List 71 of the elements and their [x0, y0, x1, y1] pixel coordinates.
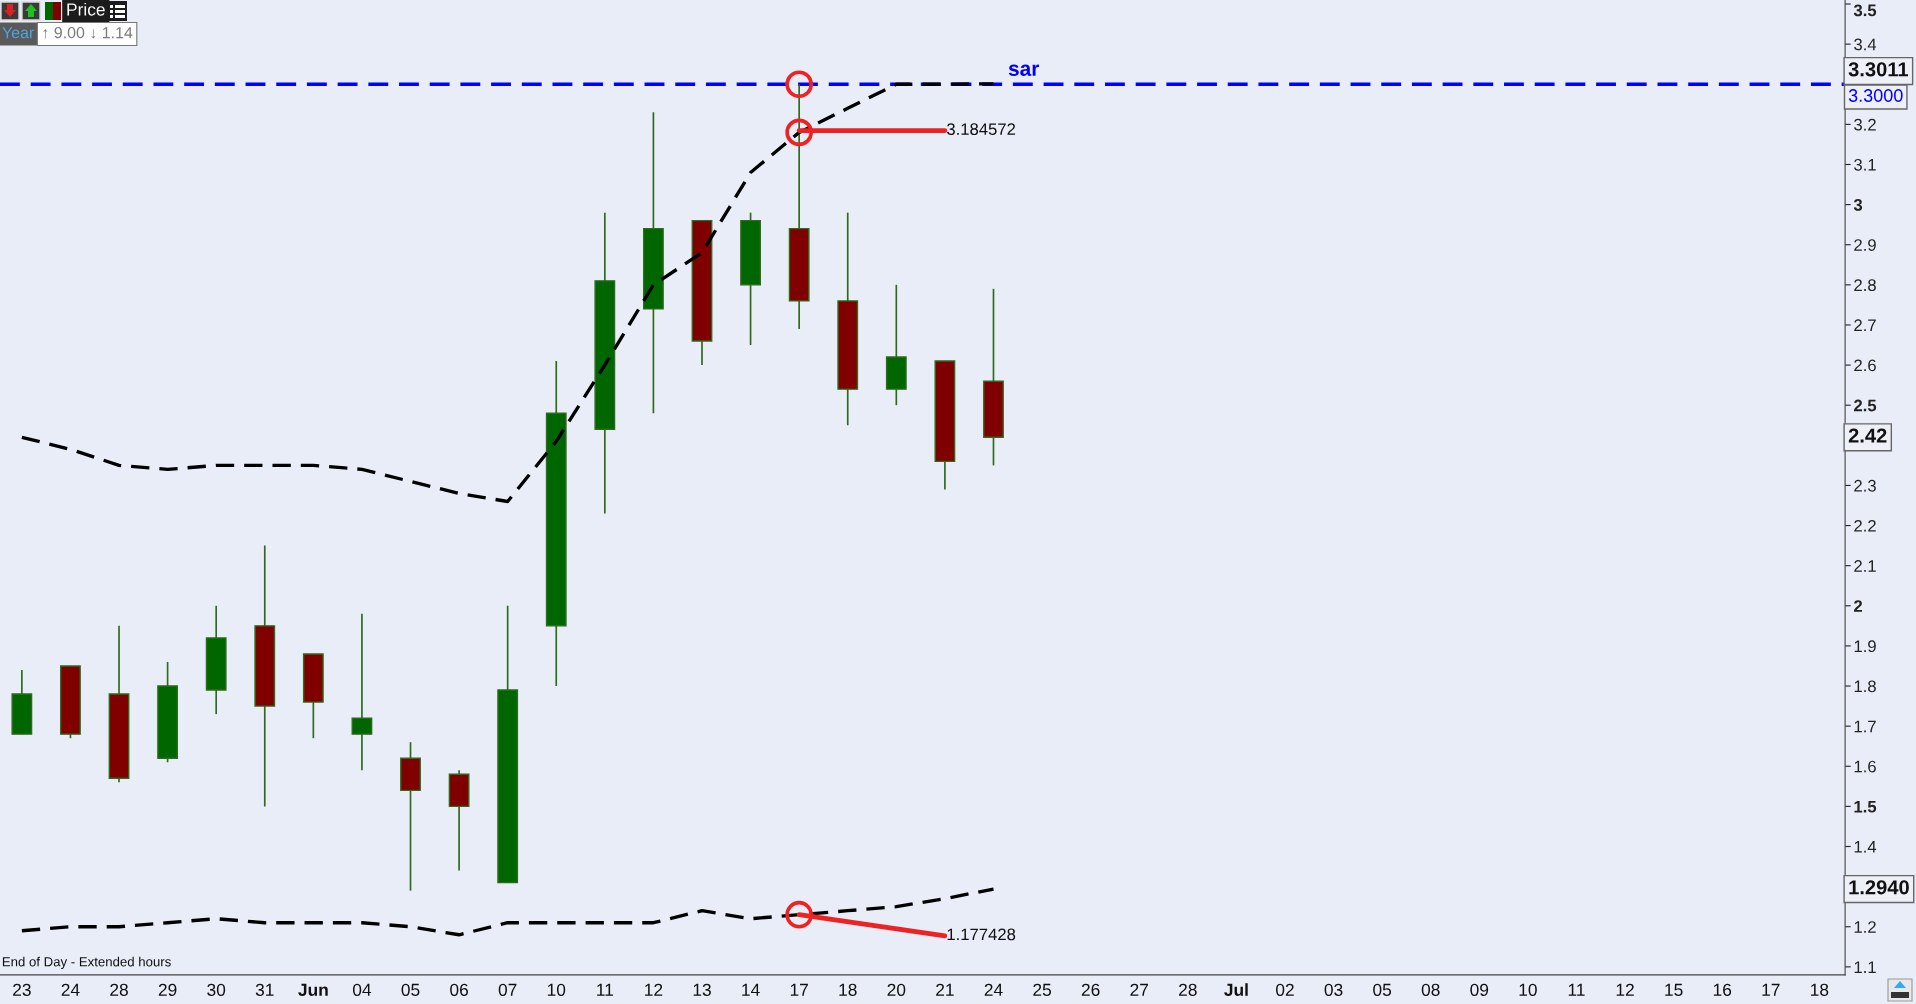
y-tick-label: 2 — [1854, 600, 1863, 612]
x-tick-label: 18 — [839, 983, 857, 996]
text: 3.3011 — [1848, 62, 1909, 77]
y-tick-label: 3.1 — [1854, 158, 1876, 171]
text: 1.2940 — [1849, 880, 1909, 895]
y-tick-label: 1.6 — [1854, 760, 1876, 773]
x-tick-label: 15 — [1665, 983, 1683, 996]
x-tick-label: 02 — [1275, 983, 1294, 996]
x-tick-label: 31 — [255, 983, 274, 996]
x-tick-label: Jun — [298, 983, 328, 996]
y-tick-label: 2.6 — [1854, 359, 1876, 372]
x-tick-label: 12 — [645, 983, 663, 996]
x-tick-label: 30 — [207, 983, 226, 996]
x-tick-label: 11 — [597, 983, 613, 996]
annotation: ↑ 9.00 ↓ 1.14 — [43, 26, 133, 39]
x-tick-label: 09 — [1470, 983, 1489, 996]
x-tick-label: 12 — [1616, 983, 1634, 996]
annotation: Year — [2, 27, 35, 39]
text: 3.3000 — [1848, 89, 1903, 102]
y-tick-label: 2.3 — [1854, 479, 1876, 492]
x-tick-label: 21 — [936, 983, 954, 996]
x-tick-label: 29 — [158, 983, 177, 996]
x-tick-label: 18 — [1811, 983, 1829, 996]
y-tick-label: 1.8 — [1854, 680, 1876, 693]
x-tick-label: 05 — [401, 983, 420, 996]
x-tick-label: 08 — [1421, 983, 1440, 996]
x-tick-label: 14 — [742, 983, 760, 996]
x-tick-label: 20 — [887, 983, 906, 996]
y-tick-label: 3.4 — [1854, 38, 1877, 51]
text: 2.42 — [1848, 428, 1887, 443]
y-tick-label: 2.9 — [1854, 239, 1876, 251]
chart-title: Price — [67, 2, 105, 16]
x-tick-label: Jul — [1224, 983, 1248, 996]
x-tick-label: 23 — [13, 983, 31, 996]
x-tick-label: 24 — [984, 983, 1003, 996]
x-tick-label: 25 — [1033, 983, 1051, 996]
y-tick-label: 1.9 — [1854, 640, 1876, 653]
x-tick-label: 26 — [1081, 983, 1100, 996]
y-tick-label: 2.7 — [1854, 319, 1876, 331]
x-tick-label: 28 — [1179, 983, 1197, 996]
x-tick-label: 10 — [547, 983, 566, 996]
x-tick-label: 27 — [1130, 983, 1149, 996]
x-tick-label: 24 — [61, 983, 80, 996]
x-tick-label: 13 — [693, 983, 711, 996]
x-tick-label: 17 — [790, 983, 808, 996]
x-tick-label: 05 — [1373, 983, 1392, 996]
x-tick-label: 11 — [1568, 983, 1585, 996]
x-tick-label: 03 — [1324, 983, 1343, 996]
y-tick-label: 1.7 — [1854, 720, 1876, 733]
x-tick-label: 04 — [352, 983, 372, 996]
data-label: 3.184572 — [946, 123, 1016, 136]
x-tick-label: 17 — [1762, 983, 1780, 996]
y-tick-label: 1.4 — [1854, 841, 1877, 853]
y-tick-label: 2.5 — [1854, 399, 1877, 412]
y-tick-label: 1.1 — [1854, 961, 1876, 973]
y-tick-label: 3.5 — [1853, 4, 1877, 17]
ref-line-label: sar — [1008, 64, 1040, 76]
x-tick-label: 10 — [1519, 983, 1537, 996]
annotation: End of Day - Extended hours — [2, 956, 171, 970]
x-tick-label: 16 — [1713, 983, 1732, 996]
y-tick-label: 3.2 — [1854, 118, 1876, 131]
x-tick-label: 07 — [498, 983, 517, 996]
y-tick-label: 3 — [1853, 199, 1863, 211]
y-tick-label: 1.5 — [1854, 800, 1877, 813]
y-tick-label: 1.2 — [1854, 921, 1876, 933]
y-tick-label: 2.1 — [1854, 560, 1876, 572]
x-tick-label: 06 — [450, 983, 468, 996]
data-label: 1.177428 — [947, 928, 1016, 941]
x-tick-label: 28 — [110, 983, 128, 996]
y-tick-label: 2.2 — [1854, 519, 1876, 532]
y-tick-label: 2.8 — [1854, 279, 1876, 292]
